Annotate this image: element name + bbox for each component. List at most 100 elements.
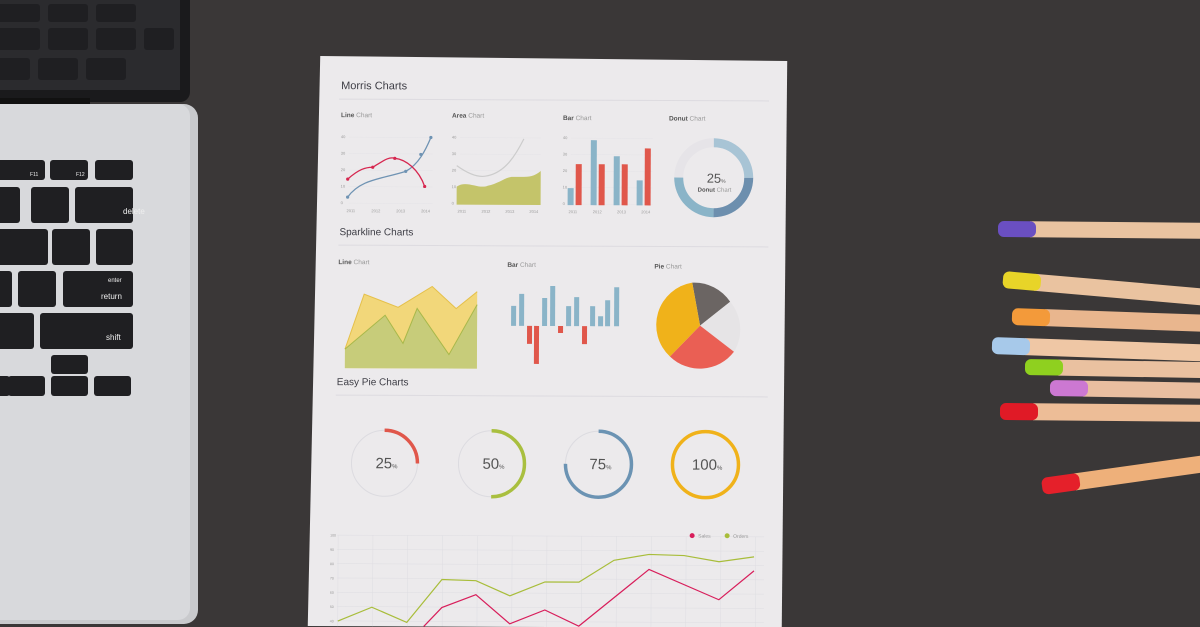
easy-pie-chart: 75% [563,429,634,499]
easy-pie-value: 100 [692,457,717,474]
x-tick-label: 2011 [458,209,467,214]
spark-pie-label-bold: Pie [654,263,664,270]
donut-center-label: Chart [717,188,732,194]
x-tick-label: 2011 [347,208,356,213]
donut-chart-label: Chart [690,116,706,123]
y-tick-label: 20 [452,168,457,173]
y-tick-label: 10 [452,184,457,189]
x-tick-label: 2014 [421,208,431,213]
line-chart-label: Chart [356,112,372,119]
pencil-light-blue [991,337,1200,362]
y-tick-label: 30 [341,151,346,156]
y-tick-label: 40 [452,135,457,140]
sparkline-area-chart [344,285,478,369]
donut-value: 25 [707,171,722,186]
svg-text:Area Chart: Area Chart [452,113,484,120]
easy-pie-chart: 100% [670,429,741,500]
key-f12-label: F12 [76,172,85,178]
svg-text:Donut Chart: Donut Chart [669,116,706,123]
pencil-yellow [1002,271,1200,309]
key-return-label: return [101,292,122,301]
x-tick-label: 2013 [396,208,406,213]
svg-text:25%: 25% [375,455,398,472]
spark-pie-label: Chart [666,264,682,271]
svg-text:25%: 25% [707,171,727,186]
y-tick-label: 10 [341,184,346,189]
keyboard [0,4,174,396]
easy-pie-value: 75 [589,456,606,473]
spark-bar-label-bold: Bar [507,262,518,269]
y-tick-label: 10 [563,185,568,190]
y-tick-label: 20 [341,167,346,172]
easy-pie-unit: % [499,465,505,471]
donut-center-bold: Donut [698,188,715,194]
y-tick-label: 30 [563,152,568,157]
easy-pie-unit: % [392,464,398,470]
bar-chart-label-bold: Bar [563,115,574,122]
key-delete-label: delete [123,207,145,216]
donut-chart-label-bold: Donut [669,116,689,123]
svg-text:Bar Chart: Bar Chart [563,115,592,122]
sales-orders-chart: 100 90 80 70 60 50 40 Sales Orders [330,533,765,627]
easy-pie-value: 50 [482,456,499,473]
easy-pie-arc [456,428,527,499]
pencil-purple [997,221,1200,239]
y-tick-label: 0 [563,201,566,206]
x-tick-label: 2013 [505,209,515,214]
area-chart-label: Chart [468,113,484,120]
easy-pie-arc [670,429,741,500]
section-title-morris: Morris Charts [341,80,408,92]
colored-pencils [991,221,1200,495]
morris-area-chart [456,138,541,205]
pencil-orange [1011,308,1200,333]
y-tick-label: 30 [452,151,457,156]
y-tick-label: 40 [330,619,334,623]
svg-text:Pie Chart: Pie Chart [654,263,682,270]
key-f11-label: F11 [30,172,38,178]
legend-orders: Orders [733,534,749,540]
pencil-pink [1049,380,1200,399]
easy-pie-chart: 50% [456,428,527,499]
x-tick-label: 2012 [593,209,603,214]
pencil-red [999,403,1200,422]
x-tick-label: 2012 [371,208,381,213]
sales-line [423,568,755,627]
key-enter-label: enter [108,278,122,284]
sparkline-bar-chart [511,286,620,364]
y-tick-label: 60 [330,591,334,595]
y-tick-label: 100 [330,534,336,538]
y-tick-label: 90 [330,548,334,552]
donut-unit: % [721,179,726,185]
easy-pie-arc [563,429,634,499]
svg-text:75%: 75% [589,456,612,473]
easy-pie-unit: % [606,465,612,471]
legend-sales: Sales [698,534,711,540]
easy-pie-unit: % [717,466,723,472]
svg-text:Line Chart: Line Chart [338,259,369,266]
y-tick-label: 80 [330,562,334,566]
pencil-green [1024,359,1200,379]
y-tick-label: 40 [563,135,568,140]
chart-printout: Morris Charts Line Chart Area Chart Bar … [307,55,788,627]
y-tick-label: 50 [330,605,334,609]
svg-text:50%: 50% [482,456,505,473]
x-tick-label: 2014 [641,209,651,214]
svg-text:Donut Chart: Donut Chart [698,188,732,194]
x-tick-label: 2011 [569,209,578,214]
spark-line-label: Chart [354,259,370,266]
svg-text:100%: 100% [692,457,723,474]
morris-bar-chart [567,140,651,206]
pencil-red-angled [1041,449,1200,495]
morris-donut-chart [674,138,754,218]
y-tick-label: 0 [341,200,344,205]
key-shift-label: shift [106,333,121,342]
sparkline-pie-chart [656,282,741,369]
y-tick-label: 0 [452,201,455,206]
svg-text:Line Chart: Line Chart [341,112,372,119]
morris-line-chart [346,135,433,199]
y-tick-label: 20 [563,168,568,173]
easy-pie-value: 25 [375,455,392,472]
y-tick-label: 70 [330,576,334,580]
easy-pie-arc [349,428,420,499]
